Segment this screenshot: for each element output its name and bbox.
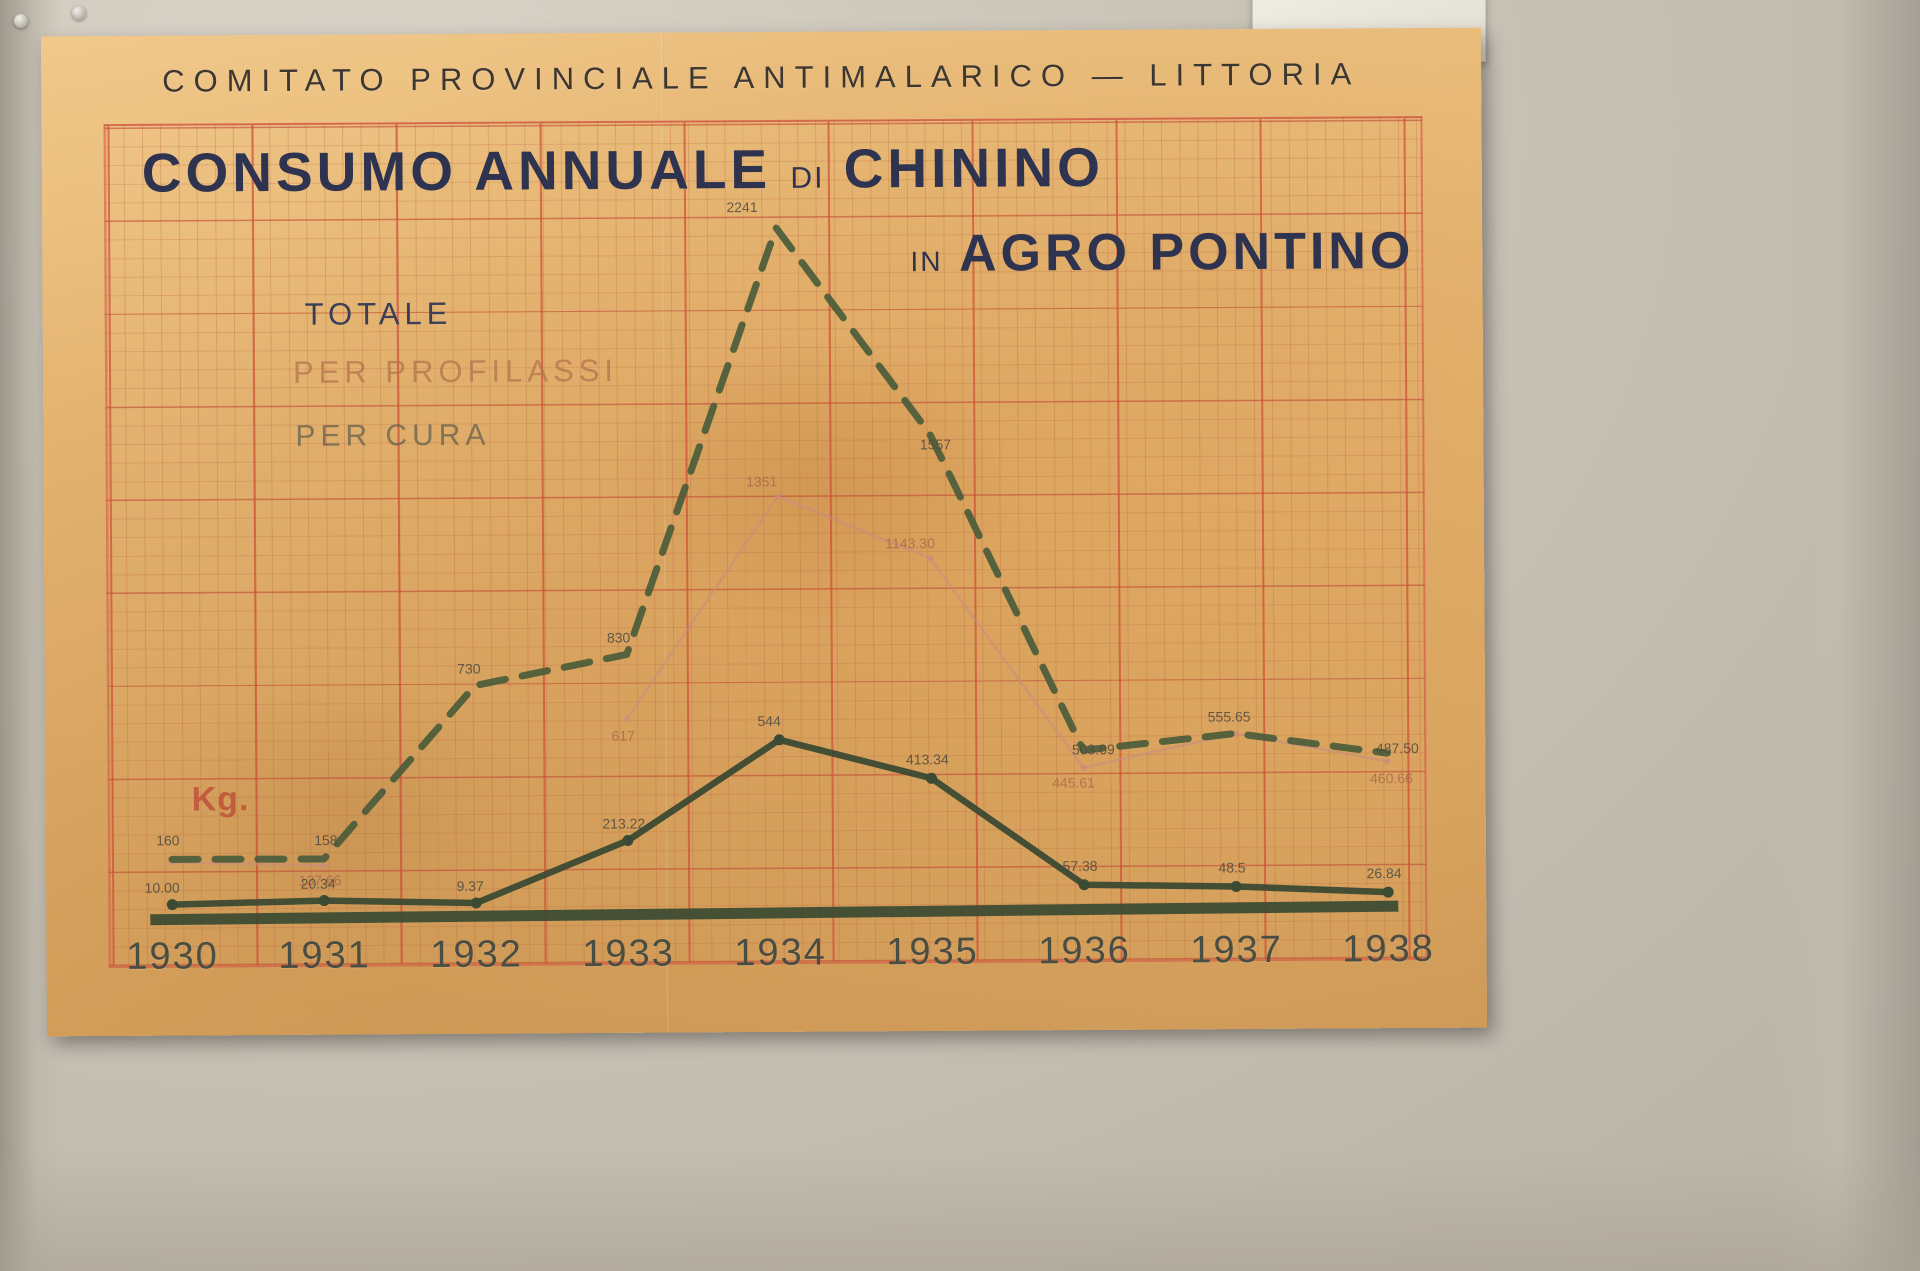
x-axis-label-1934: 1934 (734, 931, 827, 975)
data-label: 730 (457, 661, 481, 677)
data-point (622, 835, 634, 847)
x-axis-label-1933: 1933 (582, 932, 675, 976)
x-axis-year-labels: 1930 1931 1932 1933 1934 1935 1936 1937 1938 (108, 928, 1435, 996)
series-totale (168, 224, 1391, 863)
data-label: 555.65 (1208, 708, 1251, 724)
series-cura (150, 734, 1399, 926)
data-label: 487.50 (1376, 740, 1419, 756)
data-label: 617 (612, 728, 636, 744)
data-label: 158 (314, 832, 338, 848)
data-label: 48.5 (1218, 859, 1246, 875)
data-point (1384, 758, 1391, 765)
x-axis-label-1937: 1937 (1190, 928, 1283, 972)
data-label: 445.61 (1052, 775, 1095, 791)
pin-top-left-2 (72, 6, 86, 20)
data-label: 26.84 (1367, 865, 1402, 881)
data-label: 213.22 (602, 815, 645, 831)
data-label: 1143.30 (885, 535, 935, 551)
line-per-profilassi (170, 495, 1389, 867)
data-point (1078, 879, 1090, 891)
axis-baseline (150, 900, 1399, 926)
data-point (774, 493, 781, 500)
data-label: 137.66 (299, 872, 342, 888)
data-point (318, 895, 330, 907)
data-label: 830 (607, 629, 631, 645)
data-point (470, 897, 482, 909)
chart-poster: COMITATO PROVINCIALE ANTIMALARICO — LITT… (40, 27, 1488, 1037)
data-label: 1351 (746, 473, 777, 489)
data-point (773, 734, 785, 746)
data-label: 1557 (920, 436, 951, 452)
line-totale (168, 224, 1391, 863)
data-point (1230, 880, 1242, 892)
data-point (1080, 764, 1087, 771)
data-point (926, 554, 934, 562)
data-label: 413.34 (906, 751, 949, 767)
pin-top-left (14, 14, 28, 28)
data-label: 57.38 (1062, 858, 1097, 874)
data-point (320, 861, 328, 869)
x-axis-label-1936: 1936 (1038, 929, 1131, 973)
data-label: 2241 (726, 199, 757, 215)
data-point-labels: 160 158 730 830 2241 1557 503.09 555.65 487.50 13… (145, 199, 1419, 896)
data-label: 160 (156, 832, 180, 848)
x-axis-label-1938: 1938 (1342, 927, 1435, 971)
data-label: 10.00 (145, 880, 180, 896)
series-profilassi (168, 493, 1391, 869)
data-point (926, 772, 938, 784)
chart-data-layer: 160 158 730 830 2241 1557 503.09 555.65 487.50 13… (145, 199, 1419, 926)
data-point (1382, 886, 1394, 898)
wall-shadow-right (1770, 0, 1920, 1271)
line-per-cura (169, 736, 1392, 908)
data-point (166, 899, 178, 911)
data-label: 544 (757, 713, 781, 729)
x-axis-label-1932: 1932 (430, 933, 523, 977)
wall-shadow-bottom (0, 1151, 1920, 1271)
x-axis-label-1931: 1931 (278, 934, 371, 977)
data-point (623, 715, 631, 722)
x-axis-label-1930: 1930 (126, 935, 219, 978)
data-label: 9.37 (456, 878, 484, 894)
x-axis-label-1935: 1935 (886, 930, 979, 974)
data-label: 20.34 (301, 875, 336, 891)
data-label: 503.09 (1072, 741, 1115, 757)
data-label: 460.66 (1370, 770, 1413, 786)
